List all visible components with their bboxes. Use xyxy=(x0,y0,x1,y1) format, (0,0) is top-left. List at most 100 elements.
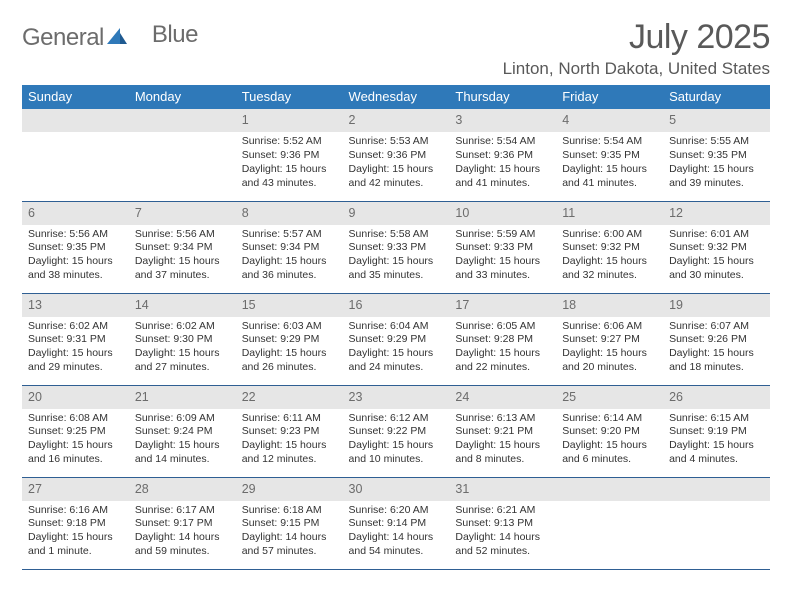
daylight-text: Daylight: 15 hours and 29 minutes. xyxy=(28,347,123,375)
sunset-text: Sunset: 9:18 PM xyxy=(28,517,123,531)
day-cell: 21Sunrise: 6:09 AMSunset: 9:24 PMDayligh… xyxy=(129,385,236,477)
day-number: 27 xyxy=(28,482,42,496)
sunset-text: Sunset: 9:29 PM xyxy=(349,333,444,347)
calendar-row: 13Sunrise: 6:02 AMSunset: 9:31 PMDayligh… xyxy=(22,293,770,385)
day-number: 22 xyxy=(242,390,256,404)
day-number-strip: 11 xyxy=(556,202,663,225)
day-number: 10 xyxy=(455,206,469,220)
day-cell xyxy=(129,109,236,201)
day-number-strip: 2 xyxy=(343,109,450,132)
sunset-text: Sunset: 9:32 PM xyxy=(669,241,764,255)
day-number: 7 xyxy=(135,206,142,220)
sunrise-text: Sunrise: 5:55 AM xyxy=(669,135,764,149)
day-number: 9 xyxy=(349,206,356,220)
sunset-text: Sunset: 9:14 PM xyxy=(349,517,444,531)
sunrise-text: Sunrise: 6:05 AM xyxy=(455,320,550,334)
sunrise-text: Sunrise: 6:20 AM xyxy=(349,504,444,518)
day-number-strip: 7 xyxy=(129,202,236,225)
sunrise-text: Sunrise: 5:52 AM xyxy=(242,135,337,149)
sunrise-text: Sunrise: 6:21 AM xyxy=(455,504,550,518)
sunset-text: Sunset: 9:20 PM xyxy=(562,425,657,439)
day-cell: 19 Sunrise: 6:07 AMSunset: 9:26 PMDayligh… xyxy=(663,293,770,385)
day-number: 19 xyxy=(669,298,683,312)
calendar-table: Sunday Monday Tuesday Wednesday Thursday… xyxy=(22,85,770,570)
calendar-row: 27Sunrise: 6:16 AMSunset: 9:18 PMDayligh… xyxy=(22,477,770,569)
day-body: Sunrise: 6:05 AMSunset: 9:28 PMDaylight:… xyxy=(449,317,556,379)
day-number-strip: 18 xyxy=(556,294,663,317)
sunset-text: Sunset: 9:35 PM xyxy=(669,149,764,163)
sunset-text: Sunset: 9:31 PM xyxy=(28,333,123,347)
dow-tuesday: Tuesday xyxy=(236,85,343,109)
day-number: 3 xyxy=(455,113,462,127)
day-number-strip: 24 xyxy=(449,386,556,409)
day-body: Sunrise: 6:04 AMSunset: 9:29 PMDaylight:… xyxy=(343,317,450,379)
day-body: Sunrise: 5:56 AMSunset: 9:34 PMDaylight:… xyxy=(129,225,236,287)
daylight-text: Daylight: 15 hours and 41 minutes. xyxy=(455,163,550,191)
day-body: Sunrise: 5:55 AMSunset: 9:35 PMDaylight:… xyxy=(663,132,770,194)
day-cell: 12Sunrise: 6:01 AMSunset: 9:32 PMDayligh… xyxy=(663,201,770,293)
daylight-text: Daylight: 15 hours and 26 minutes. xyxy=(242,347,337,375)
daylight-text: Daylight: 15 hours and 24 minutes. xyxy=(349,347,444,375)
location-text: Linton, North Dakota, United States xyxy=(503,59,770,79)
day-cell: 24Sunrise: 6:13 AMSunset: 9:21 PMDayligh… xyxy=(449,385,556,477)
day-cell: 22 Sunrise: 6:11 AMSunset: 9:23 PMDayligh… xyxy=(236,385,343,477)
day-cell: 31Sunrise: 6:21 AMSunset: 9:13 PMDayligh… xyxy=(449,477,556,569)
day-cell: 29Sunrise: 6:18 AMSunset: 9:15 PMDayligh… xyxy=(236,477,343,569)
day-number-strip: 8 xyxy=(236,202,343,225)
day-cell: 9Sunrise: 5:58 AMSunset: 9:33 PMDaylight… xyxy=(343,201,450,293)
day-cell: 5 Sunrise: 5:55 AMSunset: 9:35 PMDaylight… xyxy=(663,109,770,201)
day-body: Sunrise: 6:06 AMSunset: 9:27 PMDaylight:… xyxy=(556,317,663,379)
calendar-row: 1Sunrise: 5:52 AMSunset: 9:36 PMDaylight… xyxy=(22,109,770,201)
day-number-strip xyxy=(22,109,129,132)
day-number: 16 xyxy=(349,298,363,312)
sunset-text: Sunset: 9:30 PM xyxy=(135,333,230,347)
title-block: July 2025 Linton, North Dakota, United S… xyxy=(503,18,770,79)
day-body xyxy=(556,501,663,508)
daylight-text: Daylight: 15 hours and 41 minutes. xyxy=(562,163,657,191)
sunset-text: Sunset: 9:24 PM xyxy=(135,425,230,439)
day-cell: 17 Sunrise: 6:05 AMSunset: 9:28 PMDayligh… xyxy=(449,293,556,385)
day-body: Sunrise: 6:11 AMSunset: 9:23 PMDaylight:… xyxy=(236,409,343,471)
day-number-strip: 25 xyxy=(556,386,663,409)
dow-wednesday: Wednesday xyxy=(343,85,450,109)
day-cell xyxy=(556,477,663,569)
day-cell: 15Sunrise: 6:03 AMSunset: 9:29 PMDayligh… xyxy=(236,293,343,385)
sunset-text: Sunset: 9:23 PM xyxy=(242,425,337,439)
daylight-text: Daylight: 15 hours and 42 minutes. xyxy=(349,163,444,191)
sunrise-text: Sunrise: 6:12 AM xyxy=(349,412,444,426)
sunrise-text: Sunrise: 6:11 AM xyxy=(242,412,337,426)
day-number: 24 xyxy=(455,390,469,404)
day-cell: 10Sunrise: 5:59 AMSunset: 9:33 PMDayligh… xyxy=(449,201,556,293)
sunset-text: Sunset: 9:26 PM xyxy=(669,333,764,347)
day-cell: 28Sunrise: 6:17 AMSunset: 9:17 PMDayligh… xyxy=(129,477,236,569)
day-body: Sunrise: 5:54 AMSunset: 9:35 PMDaylight:… xyxy=(556,132,663,194)
day-number: 12 xyxy=(669,206,683,220)
day-cell: 23Sunrise: 6:12 AMSunset: 9:22 PMDayligh… xyxy=(343,385,450,477)
sunset-text: Sunset: 9:36 PM xyxy=(455,149,550,163)
day-body: Sunrise: 5:56 AMSunset: 9:35 PMDaylight:… xyxy=(22,225,129,287)
sunset-text: Sunset: 9:34 PM xyxy=(135,241,230,255)
day-number-strip: 9 xyxy=(343,202,450,225)
day-number: 30 xyxy=(349,482,363,496)
day-body: Sunrise: 6:20 AMSunset: 9:14 PMDaylight:… xyxy=(343,501,450,563)
daylight-text: Daylight: 15 hours and 12 minutes. xyxy=(242,439,337,467)
day-cell: 1Sunrise: 5:52 AMSunset: 9:36 PMDaylight… xyxy=(236,109,343,201)
day-number: 5 xyxy=(669,113,676,127)
daylight-text: Daylight: 15 hours and 33 minutes. xyxy=(455,255,550,283)
sunrise-text: Sunrise: 6:07 AM xyxy=(669,320,764,334)
day-number: 17 xyxy=(455,298,469,312)
calendar-row: 6Sunrise: 5:56 AMSunset: 9:35 PMDaylight… xyxy=(22,201,770,293)
day-number-strip: 13 xyxy=(22,294,129,317)
daylight-text: Daylight: 15 hours and 8 minutes. xyxy=(455,439,550,467)
sunrise-text: Sunrise: 6:16 AM xyxy=(28,504,123,518)
day-body: Sunrise: 6:07 AMSunset: 9:26 PMDaylight:… xyxy=(663,317,770,379)
day-body: Sunrise: 6:14 AMSunset: 9:20 PMDaylight:… xyxy=(556,409,663,471)
sunrise-text: Sunrise: 6:03 AM xyxy=(242,320,337,334)
day-number-strip: 5 xyxy=(663,109,770,132)
day-cell: 3Sunrise: 5:54 AMSunset: 9:36 PMDaylight… xyxy=(449,109,556,201)
day-body: Sunrise: 5:57 AMSunset: 9:34 PMDaylight:… xyxy=(236,225,343,287)
day-body: Sunrise: 6:00 AMSunset: 9:32 PMDaylight:… xyxy=(556,225,663,287)
day-number: 31 xyxy=(455,482,469,496)
day-number-strip: 14 xyxy=(129,294,236,317)
dow-saturday: Saturday xyxy=(663,85,770,109)
